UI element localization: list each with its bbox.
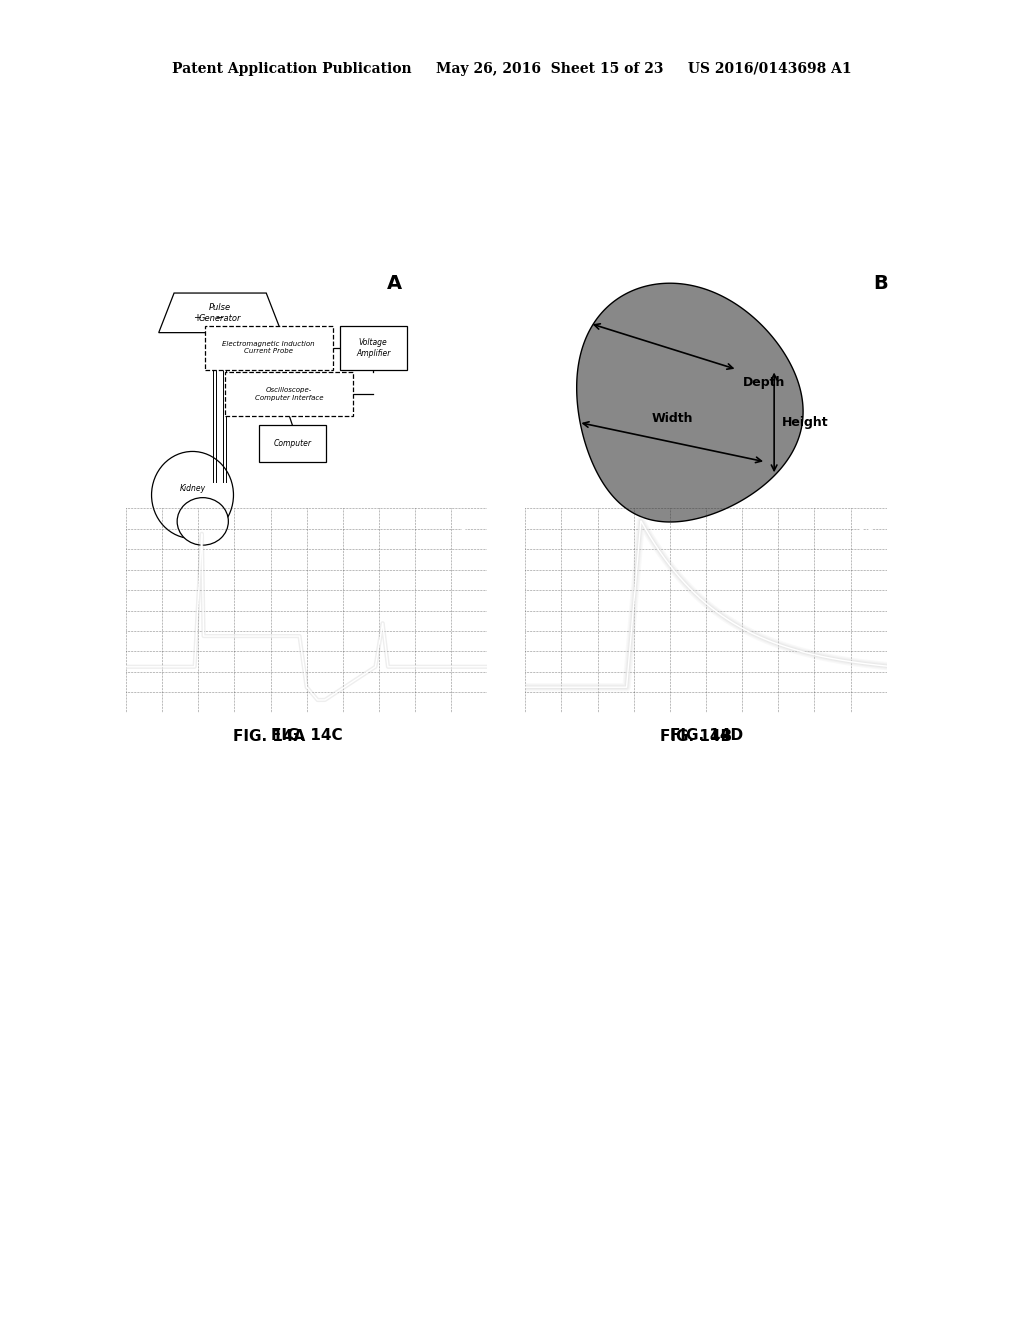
FancyBboxPatch shape [259, 425, 326, 462]
Polygon shape [577, 284, 803, 521]
Text: Kidney: Kidney [179, 484, 206, 492]
Text: Oscilloscope-
Computer Interface: Oscilloscope- Computer Interface [255, 388, 324, 400]
Text: Pulse
Generator: Pulse Generator [199, 304, 242, 322]
FancyBboxPatch shape [225, 372, 353, 416]
Text: FIG. 14B: FIG. 14B [660, 729, 732, 744]
Text: Depth: Depth [742, 376, 784, 389]
Text: C: C [460, 521, 473, 539]
Text: Voltage
Amplifier: Voltage Amplifier [356, 338, 390, 358]
Text: Height: Height [782, 416, 829, 429]
Text: Width: Width [651, 412, 693, 425]
Ellipse shape [152, 451, 233, 539]
Text: FIG. 14C: FIG. 14C [271, 727, 343, 743]
Text: −: − [216, 313, 224, 323]
Text: FIG. 14A: FIG. 14A [233, 729, 305, 744]
Text: FIG. 14D: FIG. 14D [670, 727, 743, 743]
FancyBboxPatch shape [340, 326, 407, 370]
Text: Electromagnetic Induction
Current Probe: Electromagnetic Induction Current Probe [222, 342, 315, 354]
Text: B: B [873, 275, 888, 293]
Text: Computer: Computer [273, 440, 311, 447]
Text: Patent Application Publication     May 26, 2016  Sheet 15 of 23     US 2016/0143: Patent Application Publication May 26, 2… [172, 62, 852, 75]
Polygon shape [159, 293, 282, 333]
FancyBboxPatch shape [205, 326, 333, 370]
Text: A: A [387, 275, 401, 293]
Ellipse shape [177, 498, 228, 545]
Text: D: D [857, 521, 872, 539]
Text: +: + [193, 313, 201, 323]
